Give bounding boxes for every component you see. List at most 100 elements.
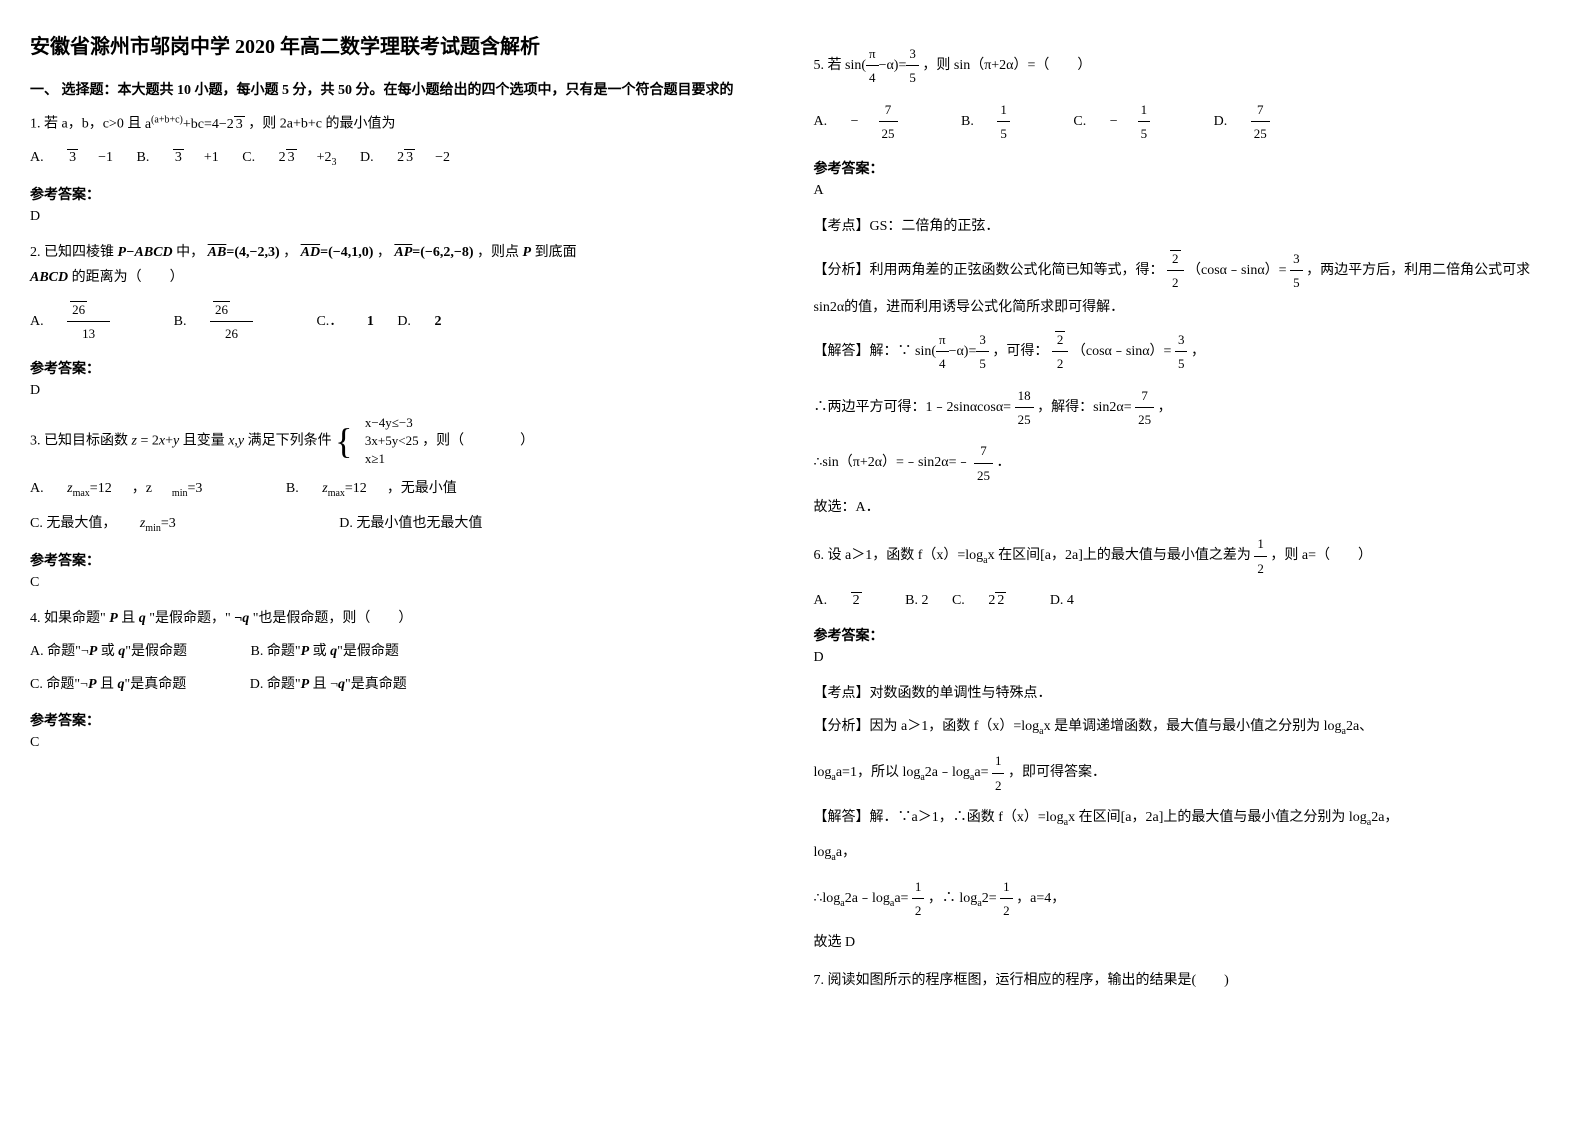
q3-optC: C. 无最大值， zmin=3 [30,516,199,531]
q2-tail: 的距离为（ ） [72,270,184,285]
q6-optC: C. 22 [952,593,1026,608]
q6-jd2: x 在区间[a，2a]上的最大值与最小值之分别为 log [1068,810,1367,825]
q6-fxl2-3: 2a﹣log [925,765,970,780]
q4-opts2: C. 命题"¬P 且 q"是真命题 D. 命题"P 且 ¬q"是真命题 [30,672,774,697]
q3-optD: D. 无最小值也无最大值 [339,516,482,531]
question-2: 2. 已知四棱锥 P−ABCD 中， AB=(4,−2,3) ， AD=(−4,… [30,240,774,346]
q6-kaodian: 【考点】对数函数的单调性与特殊点． [814,681,1558,706]
q6-fx1: 因为 a＞1，函数 f（x）=log [870,719,1040,734]
q5-jdl2-post: ， [1158,400,1172,415]
q4-answer-label: 参考答案： [30,710,774,730]
q5-jd4: ， [1191,344,1205,359]
q3-options2: C. 无最大值， zmin=3 D. 无最小值也无最大值 [30,511,774,538]
q4-q1: q [139,611,146,626]
q2-ap-val: =(−6,2,−8) [412,245,473,260]
q6-jd-label: 【解答】 [814,810,870,825]
q6-kd-label: 【考点】 [814,686,870,701]
q2-p: P [523,245,532,260]
q6-jieda-l2: logaa， [814,840,1558,867]
q4-neg: ¬q [234,611,249,626]
question-5: 5. 若 sin(π4−α)=35 ，则 sin（π+2α）=（ ） A. −7… [814,42,1558,146]
q6-half: 12 [1254,532,1267,580]
q6-fxl2-4: a= [974,765,988,780]
q6-optA: A. 2 [814,593,882,608]
q6-jdl2: log [814,845,832,860]
q2-ad-val: =(−4,1,0) [320,245,373,260]
q5-jd3: （cosα﹣sinα）= [1072,344,1172,359]
q4-mid1: "是假命题，" [149,611,230,626]
q6-jdl3-4: ，∴ [928,891,956,906]
q5-fx2: （cosα﹣sinα）= [1187,263,1287,278]
q6-fxl2-1: log [814,765,832,780]
q5-jd2: ，可得： [992,344,1048,359]
q5-optB: B. 15 [961,114,1050,129]
q5-answer-label: 参考答案： [814,158,1558,178]
q5-final: 故选：A． [814,495,1558,520]
q5-jd-frac: 22 [1052,328,1069,376]
q2-ab-vec: AB [208,245,227,260]
q5-jieda: 【解答】解：∵ sin(π4−α)=35 ，可得： 22 （cosα﹣sinα）… [814,328,1558,376]
q6-optB: B. 2 [905,593,928,608]
q3-optB: B. zmax=12，无最小值 [286,481,477,496]
q6-fenxi: 【分析】因为 a＞1，函数 f（x）=logax 是单调递增函数，最大值与最小值… [814,714,1558,741]
q6-post: ，则 a=（ ） [1270,548,1372,563]
q1-formula: a(a+b+c)+bc=4−23 [145,117,245,132]
q3-answer: C [30,575,774,591]
q5-jd1: 解：∵ [870,344,912,359]
q3-case3: x≥1 [365,450,419,468]
q1-optD: D. 23−2 [360,150,450,165]
q3-options: A. zmax=12，zmin=3 B. zmax=12，无最小值 [30,476,774,503]
q3-case2: 3x+5y<25 [365,432,419,450]
q6-jdl2-2: a， [836,845,856,860]
q6-kd: 对数函数的单调性与特殊点． [870,686,1052,701]
q2-end: 到底面 [535,245,577,260]
q6-answer-label: 参考答案： [814,625,1558,645]
q5-jdl2-mid: ，解得：sin2α= [1037,400,1132,415]
q6-fx-label: 【分析】 [814,719,870,734]
q6-answer: D [814,650,1558,666]
page-title: 安徽省滁州市邬岗中学 2020 年高二数学理联考试题含解析 [30,30,774,59]
q2-optD: D. 2 [397,314,441,329]
q5-kd: GS：二倍角的正弦． [870,219,1000,234]
q5-fx1: 利用两角差的正弦函数公式化简已知等式，得： [870,263,1164,278]
q3-mid: 且变量 [183,433,225,448]
q6-jdl3-3: a= [894,891,908,906]
q6-fxl2-f: 12 [992,749,1005,797]
q5-fx-frac2: 35 [1290,247,1303,295]
q5-optD: D. 725 [1214,114,1310,129]
q6-jdl3-2: 2a﹣log [845,891,890,906]
q2-answer-label: 参考答案： [30,358,774,378]
q2-abcd: ABCD [30,270,68,285]
q4-and: 且 [121,611,135,626]
q5-jieda-l3: ∴sin（π+2α）=﹣sin2α=﹣ 725 ． [814,439,1558,487]
q6-optD: D. 4 [1050,593,1074,608]
q4-p1: P [109,611,118,626]
q5-jdl3-pre: ∴sin（π+2α）=﹣sin2α=﹣ [814,455,971,470]
q1-options: A. 3−1 B. 3+1 C. 23+23 D. 23−2 [30,145,774,172]
q2-optB: B. 2626 [174,314,297,329]
q5-options: A. −725 B. 15 C. −15 D. 725 [814,98,1558,146]
q1-stem-pre: 1. 若 a，b，c>0 且 [30,117,141,132]
q6-jd3: 2a， [1371,810,1398,825]
q5-jdl2-pre: ∴两边平方可得：1﹣2sinαcosα= [814,400,1012,415]
q4-optC: C. 命题"¬P 且 q"是真命题 [30,677,186,692]
q6-final: 故选 D [814,930,1558,955]
q6-jdl3-5: 2= [982,891,997,906]
q3-zeq: z = 2x+y [132,433,180,448]
q5-fenxi: 【分析】利用两角差的正弦函数公式化简已知等式，得： 22 （cosα﹣sinα）… [814,247,1558,320]
q6-jdl3-log: log [959,891,977,906]
q6-jdl3-f2: 12 [1000,875,1013,923]
q5-jdl3-post: ． [997,455,1011,470]
right-column: 5. 若 sin(π4−α)=35 ，则 sin（π+2α）=（ ） A. −7… [814,30,1558,1005]
q2-c1: ， [283,245,297,260]
section1-title: 一、 选择题：本大题共 10 小题，每小题 5 分，共 50 分。在每小题给出的… [30,79,774,99]
q5-jdl3-f: 725 [974,439,993,487]
q6-jieda-l3: ∴loga2a﹣logaa= 12 ，∴ loga2= 12 ，a=4， [814,875,1558,923]
q2-ad-vec: AD [301,245,320,260]
q5-jd-expr: sin(π4−α)=35 [915,344,989,359]
left-column: 安徽省滁州市邬岗中学 2020 年高二数学理联考试题含解析 一、 选择题：本大题… [30,30,774,1005]
q6-options: A. 2 B. 2 C. 22 D. 4 [814,588,1558,613]
q1-optA: A. 3−1 [30,150,113,165]
q6-fxl2-5: ，即可得答案． [1008,765,1106,780]
q5-optA: A. −725 [814,114,938,129]
